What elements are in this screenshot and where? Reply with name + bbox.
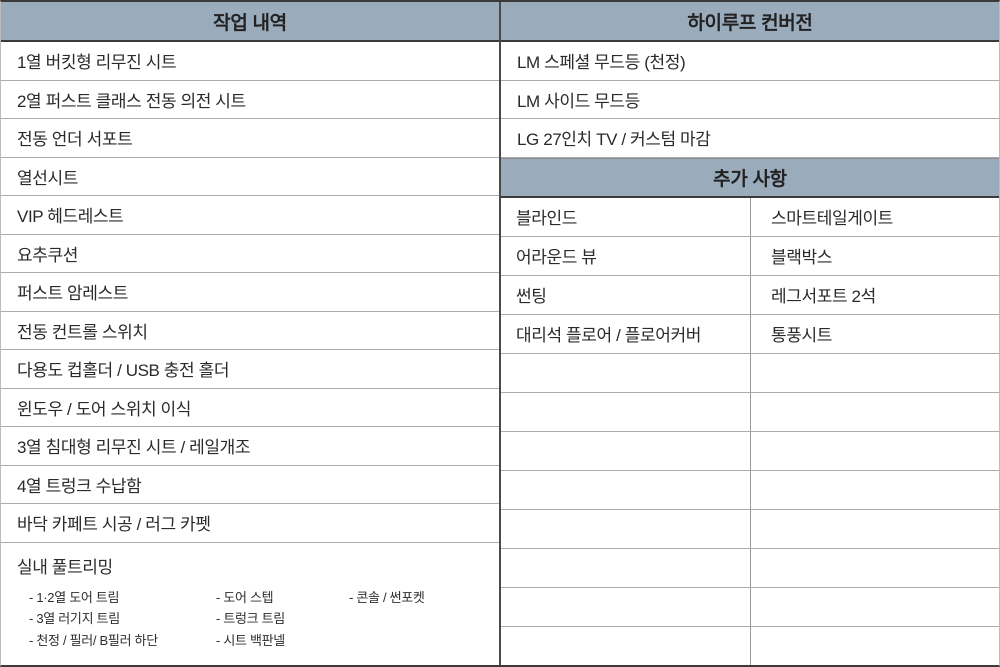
trimming-item: - 천정 / 필러/ B필러 하단 [29, 632, 158, 648]
highroof-item-row: LM 사이드 무드등 [501, 81, 999, 119]
additional-cell-right [751, 471, 999, 509]
additional-cell-left: 썬팅 [501, 275, 751, 314]
additional-cell-left: 어라운드 뷰 [501, 236, 751, 275]
trimming-column-3: - 콘솔 / 썬포켓 [349, 587, 499, 652]
trimming-item: - 도어 스텝 [216, 589, 274, 605]
additional-cell-right: 레그서포트 2석 [771, 287, 876, 307]
work-details-panel: 작업 내역 1열 버킷형 리무진 시트 2열 퍼스트 클래스 전동 의전 시트 … [1, 2, 499, 665]
additional-cell-left [501, 587, 751, 627]
trimming-item: - 콘솔 / 썬포켓 [349, 589, 425, 605]
additional-row: 썬팅 레그서포트 2석 [501, 275, 999, 315]
additional-row-empty [501, 392, 999, 432]
additional-cell-right: 스마트테일게이트 [771, 209, 893, 229]
work-item-row: 전동 컨트롤 스위치 [1, 312, 499, 350]
additional-cell-left [501, 353, 751, 392]
additional-cell-right [751, 627, 999, 665]
additional-cell-right: 블랙박스 [771, 248, 832, 268]
additional-cell-right [751, 432, 999, 470]
additional-cell-left: 대리석 플로어 / 플로어커버 [501, 314, 751, 353]
work-details-header: 작업 내역 [1, 2, 499, 42]
trimming-column-1: - 1·2열 도어 트림 - 3열 러기지 트림 - 천정 / 필러/ B필러 … [29, 587, 216, 652]
work-item-row: 1열 버킷형 리무진 시트 [1, 42, 499, 81]
work-item-row: 퍼스트 암레스트 [1, 273, 499, 312]
additional-cell-left [501, 627, 751, 666]
trimming-item: - 3열 러기지 트림 [29, 611, 120, 626]
additional-items-header: 추가 사항 [501, 157, 999, 198]
work-item-row: 전동 언더 서포트 [1, 119, 499, 158]
additional-row-empty [501, 470, 999, 510]
additional-cell-right: 통풍시트 [771, 326, 832, 346]
work-item-row: 윈도우 / 도어 스위치 이식 [1, 389, 499, 427]
work-item-row: 다용도 컵홀더 / USB 충전 홀더 [1, 350, 499, 389]
additional-items-grid: 블라인드 스마트테일게이트 어라운드 뷰 블랙박스 썬팅 레그서포트 2석 대리… [501, 197, 999, 666]
highroof-item-row: LG 27인치 TV / 커스텀 마감 [501, 119, 999, 158]
full-trimming-sublist: - 1·2열 도어 트림 - 3열 러기지 트림 - 천정 / 필러/ B필러 … [29, 587, 499, 652]
additional-row-empty [501, 587, 999, 628]
trimming-item: - 트렁크 트림 [216, 611, 285, 626]
additional-cell-left [501, 548, 751, 587]
additional-row: 블라인드 스마트테일게이트 [501, 197, 999, 237]
additional-row-empty [501, 548, 999, 588]
additional-cell-right [751, 588, 999, 626]
additional-row: 어라운드 뷰 블랙박스 [501, 236, 999, 276]
additional-row-empty [501, 353, 999, 393]
additional-cell-right [751, 354, 999, 392]
work-item-row: 2열 퍼스트 클래스 전동 의전 시트 [1, 81, 499, 119]
trimming-item: - 시트 백판넬 [216, 632, 285, 648]
additional-cell-right [751, 393, 999, 431]
work-item-row: 열선시트 [1, 158, 499, 196]
work-item-row: 요추쿠션 [1, 235, 499, 273]
additional-cell-left [501, 431, 751, 470]
additional-cell-right [751, 510, 999, 548]
highroof-item-row: LM 스페셜 무드등 (천정) [501, 42, 999, 81]
additional-cell-right [751, 549, 999, 587]
additional-cell-left: 블라인드 [501, 197, 751, 236]
center-divider [499, 2, 501, 665]
trimming-item: - 1·2열 도어 트림 [29, 589, 120, 605]
additional-row-empty [501, 627, 999, 666]
trimming-column-2: - 도어 스텝 - 트렁크 트림 - 시트 백판넬 [216, 587, 349, 652]
highroof-panel: 하이루프 컨버전 LM 스페셜 무드등 (천정) LM 사이드 무드등 LG 2… [501, 2, 999, 666]
highroof-header: 하이루프 컨버전 [501, 2, 999, 42]
additional-row-empty [501, 509, 999, 549]
work-item-row: VIP 헤드레스트 [1, 196, 499, 235]
additional-cell-left [501, 509, 751, 548]
additional-row: 대리석 플로어 / 플로어커버 통풍시트 [501, 314, 999, 354]
full-trimming-title: 실내 풀트리밍 [17, 557, 113, 577]
work-item-row: 4열 트렁크 수납함 [1, 466, 499, 504]
additional-row-empty [501, 431, 999, 471]
additional-cell-left [501, 470, 751, 509]
work-item-row: 바닥 카페트 시공 / 러그 카펫 [1, 504, 499, 543]
work-item-row: 3열 침대형 리무진 시트 / 레일개조 [1, 427, 499, 466]
additional-cell-left [501, 392, 751, 431]
full-trimming-row: 실내 풀트리밍 - 1·2열 도어 트림 - 3열 러기지 트림 - 천정 / … [1, 543, 499, 666]
